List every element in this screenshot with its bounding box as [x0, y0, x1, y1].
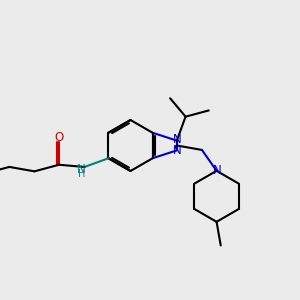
Text: N: N — [213, 164, 221, 177]
Text: N: N — [173, 145, 182, 158]
Text: O: O — [54, 131, 64, 144]
Text: N: N — [77, 163, 86, 176]
Text: N: N — [172, 133, 181, 146]
Text: H: H — [78, 169, 85, 178]
